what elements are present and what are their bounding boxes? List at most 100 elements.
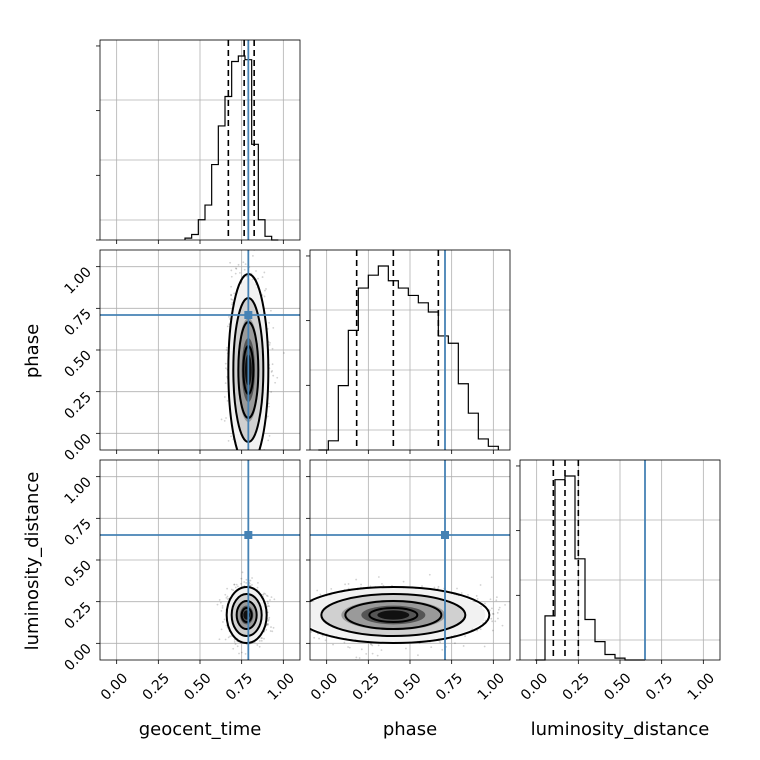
- scatter-phase-vs-geocent-time-point: [269, 341, 271, 344]
- scatter-luminosity-distance-vs-phase-contour-2: [344, 600, 443, 630]
- scatter-luminosity-distance-vs-geocent-time-point: [267, 602, 269, 605]
- scatter-phase-vs-geocent-time-point: [254, 454, 256, 456]
- scatter-phase-vs-geocent-time-point: [254, 464, 256, 466]
- panel-scatter-luminosity-distance-vs-geocent-time: 0.00 0.25 0.50 0.75 1.000.000.250.500.751.00: [61, 459, 301, 704]
- scatter-luminosity-distance-vs-phase-point: [308, 618, 310, 620]
- scatter-luminosity-distance-vs-geocent-time-point: [233, 640, 236, 643]
- scatter-luminosity-distance-vs-geocent-time-point: [267, 618, 270, 621]
- scatter-luminosity-distance-vs-geocent-time-point: [243, 581, 246, 583]
- scatter-phase-vs-geocent-time-point: [270, 309, 272, 312]
- scatter-luminosity-distance-vs-phase-xtick-label-4: 1.00: [475, 670, 508, 703]
- scatter-luminosity-distance-vs-phase-point: [348, 646, 351, 649]
- scatter-phase-vs-geocent-time-point: [266, 415, 269, 418]
- scatter-luminosity-distance-vs-phase-point: [347, 646, 349, 648]
- scatter-phase-vs-geocent-time-point: [236, 484, 238, 486]
- scatter-luminosity-distance-vs-geocent-time-point: [262, 593, 265, 596]
- scatter-luminosity-distance-vs-geocent-time-point: [240, 582, 242, 585]
- scatter-phase-vs-geocent-time-point: [242, 458, 244, 460]
- scatter-phase-vs-geocent-time-point: [252, 254, 254, 257]
- scatter-luminosity-distance-vs-geocent-time-ytick-label-2: 0.50: [61, 558, 94, 591]
- scatter-luminosity-distance-vs-geocent-time-point: [218, 638, 221, 641]
- scatter-phase-vs-geocent-time-point: [254, 451, 256, 453]
- scatter-phase-vs-geocent-time-point: [237, 484, 239, 486]
- scatter-luminosity-distance-vs-phase-point: [476, 598, 479, 600]
- scatter-phase-vs-geocent-time-point: [231, 301, 234, 304]
- scatter-luminosity-distance-vs-phase-point: [381, 582, 383, 585]
- scatter-luminosity-distance-vs-phase-point: [417, 654, 419, 657]
- scatter-luminosity-distance-vs-geocent-time-point: [266, 623, 269, 626]
- scatter-luminosity-distance-vs-phase-level-4: [377, 610, 410, 620]
- scatter-luminosity-distance-vs-phase-point: [439, 641, 442, 644]
- scatter-luminosity-distance-vs-phase-point: [470, 663, 472, 665]
- scatter-luminosity-distance-vs-phase-point: [298, 616, 300, 618]
- scatter-luminosity-distance-vs-phase-point: [501, 624, 504, 627]
- scatter-luminosity-distance-vs-geocent-time-xtick-label-1: 0.25: [140, 670, 173, 703]
- scatter-luminosity-distance-vs-phase-point: [289, 622, 291, 624]
- scatter-phase-vs-geocent-time-point: [230, 285, 232, 288]
- scatter-luminosity-distance-vs-phase-point: [497, 617, 499, 620]
- scatter-luminosity-distance-vs-phase-point: [456, 587, 458, 590]
- scatter-phase-vs-geocent-time-point: [238, 455, 240, 457]
- ylabel-phase: phase: [22, 324, 43, 378]
- scatter-luminosity-distance-vs-phase-density: [279, 573, 510, 665]
- scatter-luminosity-distance-vs-geocent-time-ytick-label-0: 0.00: [61, 641, 94, 674]
- scatter-phase-vs-geocent-time-point: [239, 454, 241, 456]
- scatter-luminosity-distance-vs-geocent-time-point: [219, 601, 222, 604]
- scatter-phase-vs-geocent-time-point: [230, 275, 233, 278]
- scatter-luminosity-distance-vs-geocent-time-contour-2: [235, 600, 258, 630]
- scatter-phase-vs-geocent-time-point: [242, 485, 244, 487]
- scatter-phase-vs-geocent-time-point: [244, 263, 247, 266]
- scatter-luminosity-distance-vs-phase-point: [479, 584, 482, 586]
- scatter-phase-vs-geocent-time-point: [247, 452, 249, 454]
- scatter-luminosity-distance-vs-geocent-time-ytick-label-1: 0.25: [61, 599, 94, 632]
- hist-luminosity-distance-step: [535, 475, 645, 661]
- scatter-phase-vs-geocent-time-point: [226, 325, 229, 328]
- scatter-luminosity-distance-vs-geocent-time-point: [263, 592, 265, 595]
- scatter-luminosity-distance-vs-geocent-time-point: [248, 582, 251, 585]
- scatter-phase-vs-geocent-time-point: [220, 418, 223, 421]
- scatter-phase-vs-geocent-time-point: [257, 277, 259, 280]
- scatter-luminosity-distance-vs-phase-point: [279, 622, 281, 624]
- scatter-phase-vs-geocent-time-point: [239, 271, 241, 274]
- scatter-luminosity-distance-vs-geocent-time-contour-3: [240, 607, 253, 623]
- scatter-phase-vs-geocent-time-ytick-label-1: 0.25: [61, 389, 94, 422]
- scatter-luminosity-distance-vs-phase-point: [496, 611, 499, 614]
- scatter-luminosity-distance-vs-phase-point: [428, 573, 431, 576]
- scatter-luminosity-distance-vs-geocent-time-point: [266, 595, 269, 598]
- scatter-luminosity-distance-vs-phase-point: [308, 607, 310, 609]
- scatter-luminosity-distance-vs-geocent-time-point: [251, 577, 253, 579]
- scatter-luminosity-distance-vs-geocent-time-point: [223, 618, 226, 621]
- scatter-phase-vs-geocent-time-point: [224, 362, 227, 365]
- scatter-luminosity-distance-vs-geocent-time-point: [268, 616, 271, 619]
- scatter-phase-vs-geocent-time-point: [264, 464, 266, 466]
- scatter-phase-vs-geocent-time-point: [238, 463, 240, 465]
- scatter-phase-vs-geocent-time-point: [267, 402, 270, 405]
- scatter-luminosity-distance-vs-phase-point: [454, 642, 456, 645]
- scatter-phase-vs-geocent-time-point: [242, 261, 245, 264]
- scatter-luminosity-distance-vs-phase-point: [498, 606, 501, 609]
- scatter-phase-vs-geocent-time-point: [270, 391, 273, 393]
- scatter-phase-vs-geocent-time-point: [270, 371, 273, 373]
- scatter-luminosity-distance-vs-phase-point: [287, 594, 289, 596]
- scatter-luminosity-distance-vs-geocent-time-point: [271, 630, 274, 633]
- scatter-luminosity-distance-vs-phase-point: [430, 646, 433, 649]
- scatter-phase-vs-geocent-time-ytick-label-0: 0.00: [61, 431, 94, 464]
- scatter-phase-vs-geocent-time-point: [244, 457, 246, 459]
- scatter-phase-vs-geocent-time-point: [244, 491, 246, 493]
- scatter-phase-vs-geocent-time-point: [265, 288, 267, 290]
- scatter-phase-vs-geocent-time-point: [251, 278, 254, 281]
- scatter-phase-vs-geocent-time-point: [235, 267, 237, 270]
- scatter-luminosity-distance-vs-geocent-time-point: [225, 596, 228, 599]
- scatter-luminosity-distance-vs-phase-point: [319, 593, 322, 596]
- scatter-luminosity-distance-vs-phase-point: [295, 603, 297, 605]
- scatter-luminosity-distance-vs-phase-point: [302, 606, 304, 608]
- scatter-phase-vs-geocent-time-point: [245, 454, 247, 456]
- scatter-luminosity-distance-vs-geocent-time-point: [265, 628, 268, 631]
- scatter-phase-vs-geocent-time-point: [245, 275, 248, 278]
- scatter-luminosity-distance-vs-geocent-time-point: [272, 626, 275, 629]
- hist-luminosity-distance-frame: [519, 459, 721, 661]
- scatter-luminosity-distance-vs-geocent-time-point: [258, 640, 261, 642]
- scatter-phase-vs-geocent-time-point: [263, 454, 265, 456]
- scatter-phase-vs-geocent-time-point: [244, 456, 246, 458]
- scatter-luminosity-distance-vs-geocent-time-contour-1: [230, 593, 263, 637]
